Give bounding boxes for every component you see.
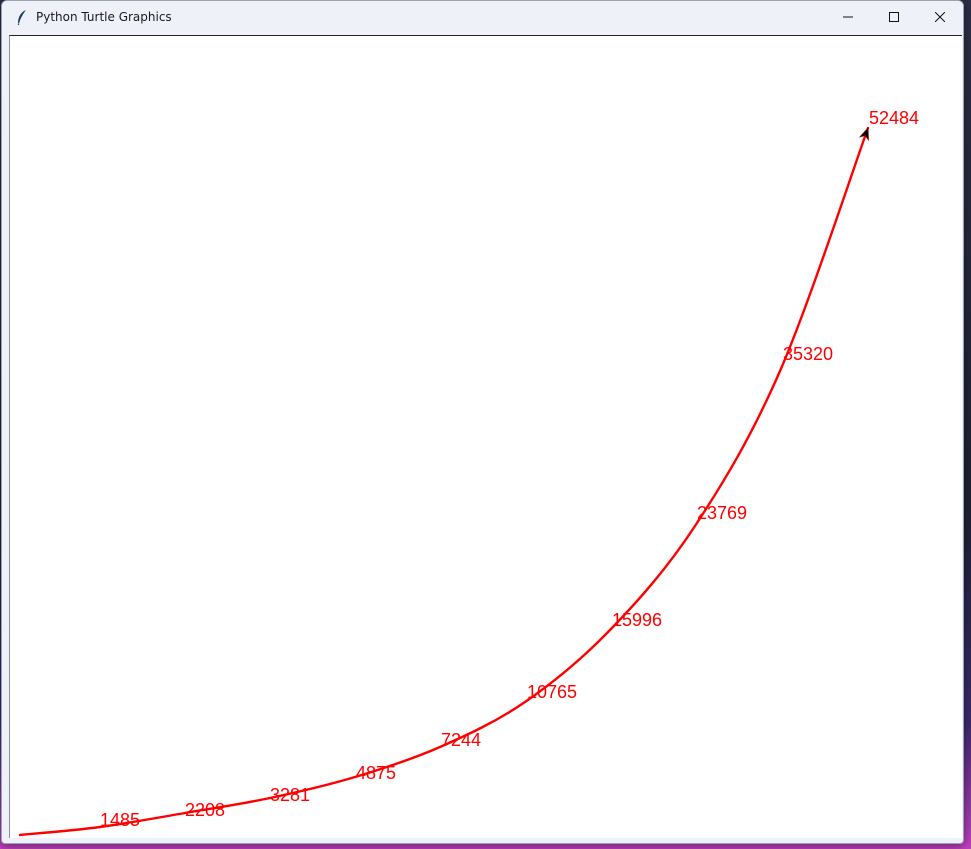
value-label: 3281 (270, 785, 310, 805)
window-controls (825, 1, 963, 33)
maximize-icon (889, 12, 899, 22)
value-label: 4875 (356, 763, 396, 783)
drawing-surface: 1485 2208 3281 4875 7244 10765 15996 23769 35320… (18, 108, 919, 837)
minimize-button[interactable] (825, 1, 871, 33)
value-label: 52484 (869, 108, 919, 128)
close-button[interactable] (917, 1, 963, 33)
value-label: 2208 (185, 800, 225, 820)
minimize-icon (843, 16, 853, 18)
pen-trail (18, 126, 870, 837)
feather-icon (14, 9, 30, 25)
value-label: 7244 (441, 730, 481, 750)
value-label: 23769 (697, 503, 747, 523)
value-label: 35320 (783, 344, 833, 364)
close-icon (935, 12, 945, 22)
window-title: Python Turtle Graphics (36, 10, 172, 24)
turtle-canvas[interactable]: 1485 2208 3281 4875 7244 10765 15996 23769 35320… (9, 35, 962, 838)
value-labels: 1485 2208 3281 4875 7244 10765 15996 23769 35320… (100, 108, 919, 830)
value-label: 15996 (612, 610, 662, 630)
value-label: 10765 (527, 682, 577, 702)
title-bar[interactable]: Python Turtle Graphics (2, 1, 963, 33)
turtle-arrow-icon (858, 127, 869, 142)
maximize-button[interactable] (871, 1, 917, 33)
value-label: 1485 (100, 810, 140, 830)
